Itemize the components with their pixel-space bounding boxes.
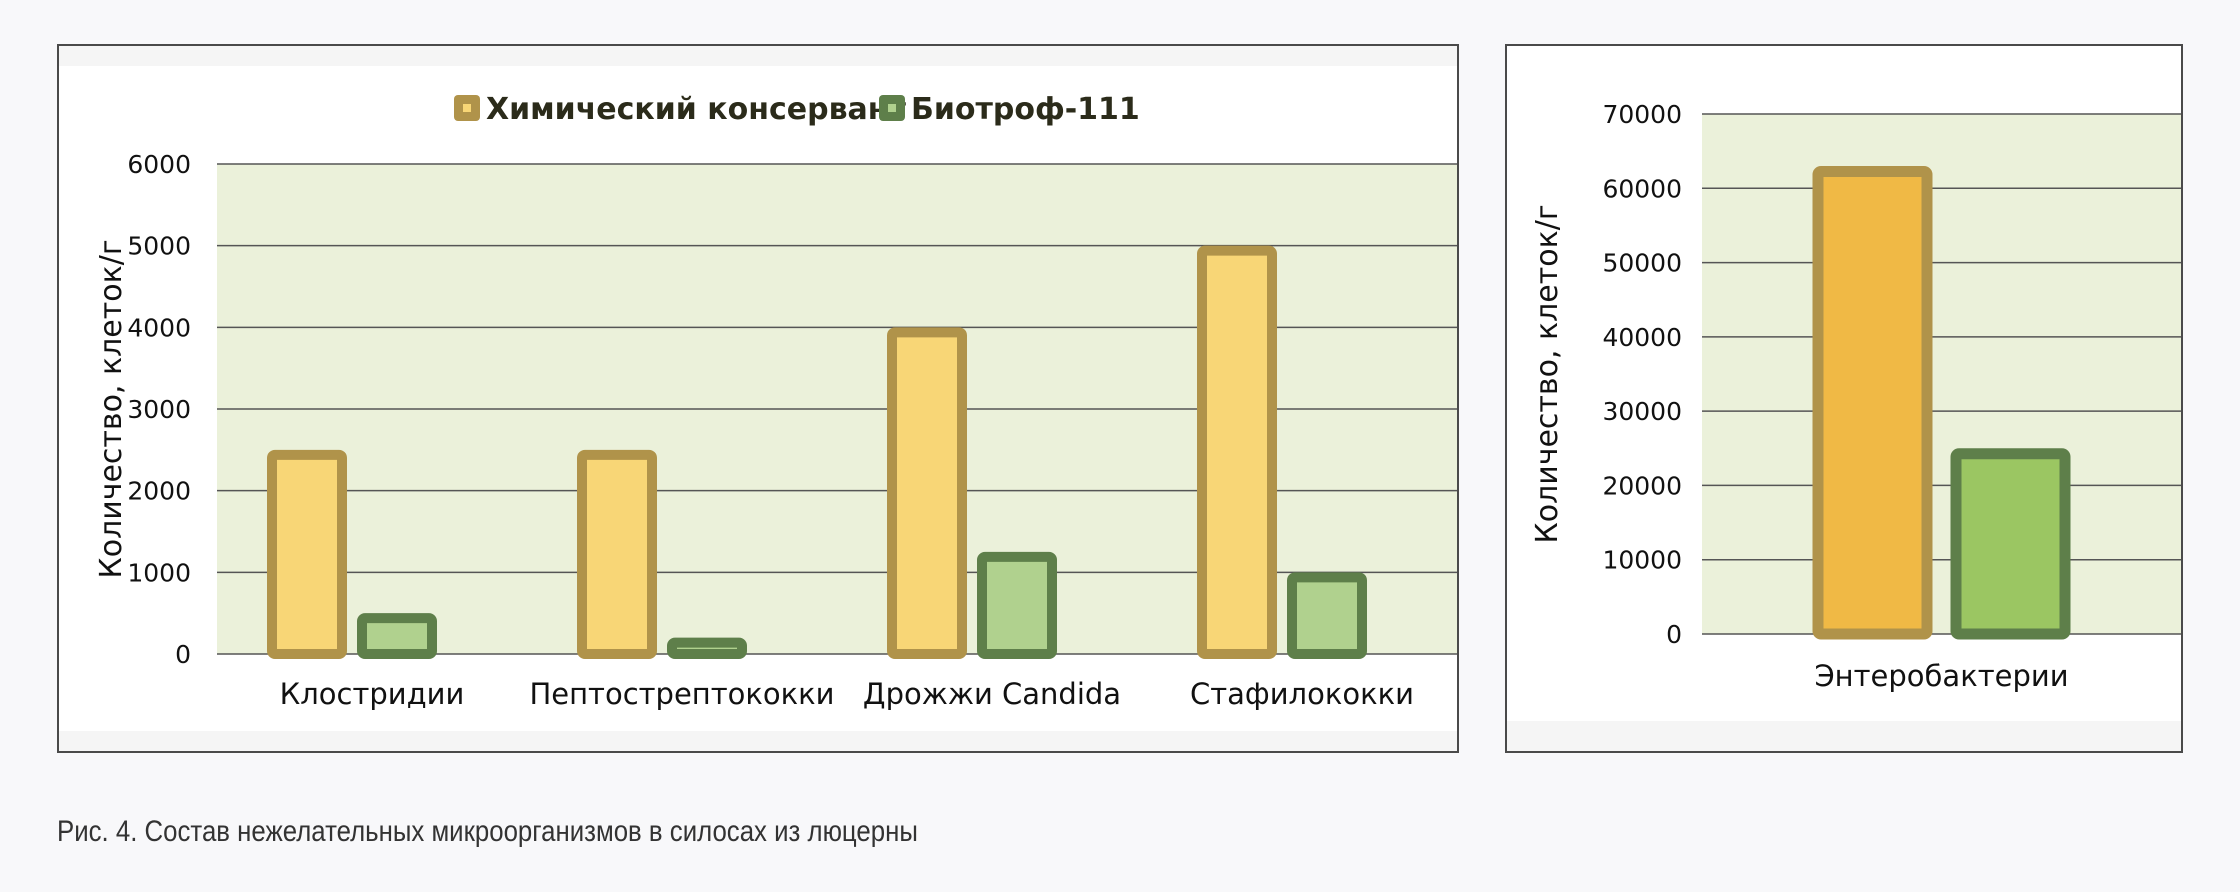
legend-label: Химический консервант xyxy=(486,92,907,127)
y-tick-label: 50000 xyxy=(1602,249,1682,278)
y-tick-label: 40000 xyxy=(1602,323,1682,352)
y-tick-label: 4000 xyxy=(127,313,191,342)
y-tick-label: 5000 xyxy=(127,232,191,261)
category-label: Стафилококки xyxy=(1190,677,1414,711)
category-label: Дрожжи Candida xyxy=(863,677,1121,711)
y-tick-label: 1000 xyxy=(127,558,191,587)
y-tick-label: 70000 xyxy=(1602,100,1682,129)
y-tick-label: 0 xyxy=(175,640,191,669)
bar-chemical xyxy=(267,449,347,660)
chart-panel-left: 0 1000 2000 3000 4000 5000 6000 Количество, кле… xyxy=(57,44,1459,753)
chart-panel-right: 0 10000 20000 30000 40000 50000 60000 70000 Коли… xyxy=(1505,44,2183,753)
y-axis-label: Количество, клеток/г xyxy=(1530,204,1565,543)
category-label: Пептострептококки xyxy=(529,677,834,711)
category-label: Клостридии xyxy=(280,677,465,711)
legend-marker-inner xyxy=(463,104,471,112)
bar-biotrof xyxy=(1950,448,2071,640)
bar-biotrof xyxy=(977,551,1057,659)
y-tick-label: 6000 xyxy=(127,150,191,179)
bar-biotrof xyxy=(357,613,437,660)
legend-marker-inner xyxy=(888,104,896,112)
y-tick-label: 10000 xyxy=(1602,546,1682,575)
bar-chemical xyxy=(1812,166,1933,640)
bar-chemical xyxy=(577,449,657,660)
bar-chemical xyxy=(887,327,967,659)
bar-chemical xyxy=(1197,245,1277,660)
y-tick-label: 3000 xyxy=(127,395,191,424)
y-tick-label: 0 xyxy=(1666,620,1682,649)
y-axis-label: Количество, клеток/г xyxy=(94,239,129,578)
category-label: Энтеробактерии xyxy=(1814,659,2068,693)
legend-label: Биотроф-111 xyxy=(911,92,1140,127)
y-tick-label: 60000 xyxy=(1602,174,1682,203)
y-tick-label: 20000 xyxy=(1602,471,1682,500)
plot-area xyxy=(1702,114,2181,634)
y-tick-label: 2000 xyxy=(127,477,191,506)
bar-chart-left: 0 1000 2000 3000 4000 5000 6000 Количество, кле… xyxy=(59,66,1457,731)
bar-biotrof xyxy=(1287,572,1367,659)
bar-biotrof xyxy=(667,637,747,660)
bar-chart-right: 0 10000 20000 30000 40000 50000 60000 70000 Коли… xyxy=(1507,46,2181,721)
figure-caption: Рис. 4. Состав нежелательных микрооргани… xyxy=(57,815,918,848)
y-tick-label: 30000 xyxy=(1602,397,1682,426)
